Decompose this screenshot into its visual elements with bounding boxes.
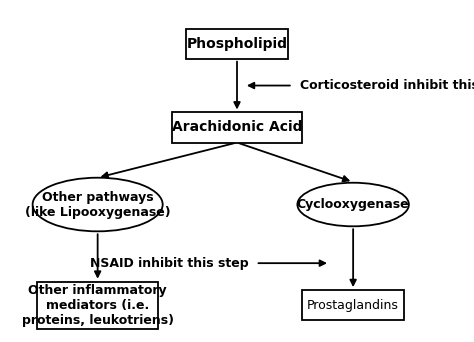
Text: Cyclooxygenase: Cyclooxygenase xyxy=(297,198,410,211)
Text: Other pathways
(like Lipooxygenase): Other pathways (like Lipooxygenase) xyxy=(25,190,171,219)
Ellipse shape xyxy=(297,183,409,226)
Text: Arachidonic Acid: Arachidonic Acid xyxy=(172,120,302,134)
FancyBboxPatch shape xyxy=(186,29,288,59)
Text: Prostaglandins: Prostaglandins xyxy=(307,299,399,312)
Text: NSAID inhibit this step: NSAID inhibit this step xyxy=(90,256,248,270)
Text: Corticosteroid inhibit this step: Corticosteroid inhibit this step xyxy=(300,79,474,92)
Text: Phospholipid: Phospholipid xyxy=(186,37,288,51)
FancyBboxPatch shape xyxy=(172,113,302,143)
FancyBboxPatch shape xyxy=(37,281,158,329)
Text: Other inflammatory
mediators (i.e.
proteins, leukotriens): Other inflammatory mediators (i.e. prote… xyxy=(22,284,173,327)
FancyBboxPatch shape xyxy=(302,290,404,320)
Ellipse shape xyxy=(33,178,163,231)
